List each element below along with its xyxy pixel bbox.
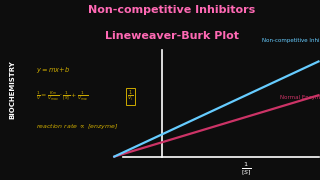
- Text: $y{=}mx{+}b$: $y{=}mx{+}b$: [36, 65, 70, 75]
- Text: Lineweaver-Burk Plot: Lineweaver-Burk Plot: [105, 31, 239, 41]
- Text: $\frac{1}{V} = \frac{K_m}{V_{max}}\cdot\frac{1}{[S]}+\frac{1}{V_{max}}$: $\frac{1}{V} = \frac{K_m}{V_{max}}\cdot\…: [36, 90, 89, 103]
- Text: BIOCHEMISTRY: BIOCHEMISTRY: [9, 61, 15, 119]
- Text: $\frac{1}{V_i}$: $\frac{1}{V_i}$: [127, 89, 134, 104]
- Text: Non-competitive Inhibitor: Non-competitive Inhibitor: [262, 38, 320, 43]
- Text: $\frac{1}{[S]}$: $\frac{1}{[S]}$: [241, 161, 252, 178]
- Text: Non-competitive Inhibitors: Non-competitive Inhibitors: [88, 5, 256, 15]
- Text: reaction rate $\propto$ [enzyme]: reaction rate $\propto$ [enzyme]: [36, 122, 118, 131]
- Text: Normal Enzyme: Normal Enzyme: [280, 94, 320, 100]
